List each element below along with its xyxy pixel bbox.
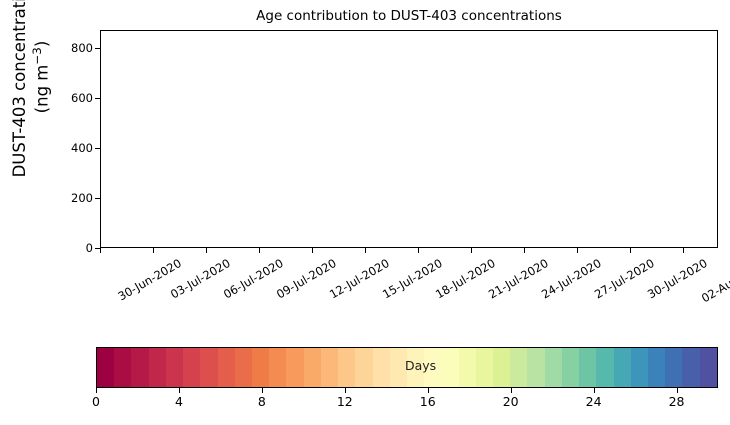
colorbar-segment: [148, 348, 166, 387]
colorbar-segment: [699, 348, 717, 387]
colorbar-tick-label: 12: [336, 394, 353, 409]
colorbar-segment: [544, 348, 562, 387]
y-axis-tick-label: 800: [71, 40, 93, 55]
colorbar-segment: [458, 348, 476, 387]
colorbar-segment: [338, 348, 356, 387]
y-axis-tick-label: 0: [85, 241, 93, 255]
colorbar-tick-label: 28: [668, 394, 685, 409]
colorbar-segment: [269, 348, 287, 387]
colorbar-segment: [579, 348, 597, 387]
colorbar-segment: [165, 348, 184, 387]
colorbar-segment: [286, 348, 304, 387]
colorbar-segment: [613, 348, 631, 387]
x-axis-tick-mark: [417, 248, 419, 253]
x-axis-tick-label: 24-Jul-2020: [538, 256, 604, 302]
chart-title: Age contribution to DUST-403 concentrati…: [256, 8, 562, 24]
x-axis-tick-label: 15-Jul-2020: [379, 256, 445, 302]
colorbar-segment: [596, 348, 614, 387]
colorbar-tick-label: 8: [257, 394, 266, 409]
x-axis-tick-mark: [205, 248, 208, 253]
colorbar-segment: [303, 348, 321, 387]
y-axis-tick-labels: 0 200 400 600 800: [52, 30, 93, 255]
y-axis-tick-mark: [95, 147, 100, 149]
y-axis-label-line1: DUST-403 concentration: [10, 0, 29, 178]
colorbar-gradient: [96, 347, 718, 388]
colorbar-tick-labels: 0 4 8 12 16 20 24 28: [92, 394, 718, 416]
colorbar-tick-label: 4: [174, 394, 183, 409]
x-axis-tick-label: 06-Jul-2020: [220, 256, 286, 302]
colorbar-segment: [114, 348, 132, 387]
y-axis-tick-label: 400: [71, 140, 93, 155]
colorbar-segment: [475, 348, 494, 387]
x-axis-tick-marks: [100, 248, 718, 254]
y-axis-label-line2: (ng m−3): [30, 40, 52, 114]
colorbar-tick-mark: [427, 388, 429, 393]
colorbar-segment: [527, 348, 545, 387]
y-axis-tick-marks: [95, 30, 101, 250]
colorbar-tick-mark: [178, 388, 181, 393]
x-axis-tick-label: 21-Jul-2020: [485, 256, 551, 302]
x-axis-tick-mark: [258, 248, 260, 253]
colorbar-segment: [648, 348, 666, 387]
x-axis-tick-mark: [470, 248, 472, 253]
y-axis-tick-mark: [95, 248, 100, 250]
x-axis-tick-label: 27-Jul-2020: [591, 256, 657, 302]
x-axis-tick-mark: [152, 248, 155, 253]
y-axis-tick-mark: [95, 197, 100, 199]
colorbar-tick-mark: [261, 388, 263, 393]
colorbar-segment: [131, 348, 149, 387]
y-axis-tick-mark: [95, 47, 100, 49]
x-axis-tick-label: 12-Jul-2020: [326, 256, 392, 302]
colorbar-segment: [665, 348, 683, 387]
y-axis-tick-label: 600: [71, 90, 93, 105]
x-axis-tick-label: 09-Jul-2020: [273, 256, 339, 302]
colorbar-segment: [200, 348, 218, 387]
plot-area: [100, 30, 718, 248]
plot-frame: [100, 30, 718, 248]
colorbar-segment: [441, 348, 459, 387]
x-axis-tick-mark: [311, 248, 313, 253]
colorbar-segment: [97, 348, 115, 387]
colorbar-label: Days: [405, 358, 437, 373]
colorbar-segment: [406, 348, 425, 387]
x-axis-tick-mark: [629, 248, 631, 253]
x-axis-tick-label: 18-Jul-2020: [432, 256, 498, 302]
x-axis-tick-mark: [682, 248, 684, 253]
colorbar-segment: [217, 348, 235, 387]
y-axis-label: DUST-403 concentration (ng m−3): [10, 0, 52, 193]
x-axis-tick-labels: 30-Jun-2020 03-Jul-2020 06-Jul-2020 09-Jul-…: [0, 252, 730, 332]
colorbar-segment: [682, 348, 700, 387]
colorbar-segment: [561, 348, 580, 387]
colorbar-tick-mark: [96, 388, 98, 393]
y-axis-tick-mark: [95, 97, 100, 99]
x-axis-tick-mark: [364, 248, 366, 253]
colorbar-tick-label: 16: [419, 394, 436, 409]
colorbar-segment: [355, 348, 373, 387]
colorbar-tick-mark: [510, 388, 512, 393]
colorbar[interactable]: Days: [96, 347, 718, 388]
colorbar-tick-label: 20: [502, 394, 519, 409]
colorbar-tick-mark: [676, 388, 678, 393]
colorbar-segment: [389, 348, 407, 387]
colorbar-segment: [493, 348, 511, 387]
colorbar-segment: [510, 348, 528, 387]
colorbar-segment: [183, 348, 201, 387]
colorbar-segment: [424, 348, 442, 387]
colorbar-segment: [372, 348, 390, 387]
x-axis-tick-mark: [576, 248, 578, 253]
y-axis-tick-label: 200: [71, 190, 93, 205]
x-axis-tick-mark: [100, 248, 102, 253]
colorbar-tick-mark: [344, 388, 346, 393]
colorbar-tick-label: 0: [92, 394, 100, 409]
colorbar-tick-marks: [96, 388, 718, 394]
colorbar-tick-label: 24: [585, 394, 602, 409]
colorbar-tick-mark: [593, 388, 595, 393]
colorbar-segment: [320, 348, 339, 387]
colorbar-segment: [630, 348, 648, 387]
colorbar-segment: [251, 348, 270, 387]
colorbar-segment: [234, 348, 252, 387]
x-axis-tick-mark: [523, 248, 525, 253]
